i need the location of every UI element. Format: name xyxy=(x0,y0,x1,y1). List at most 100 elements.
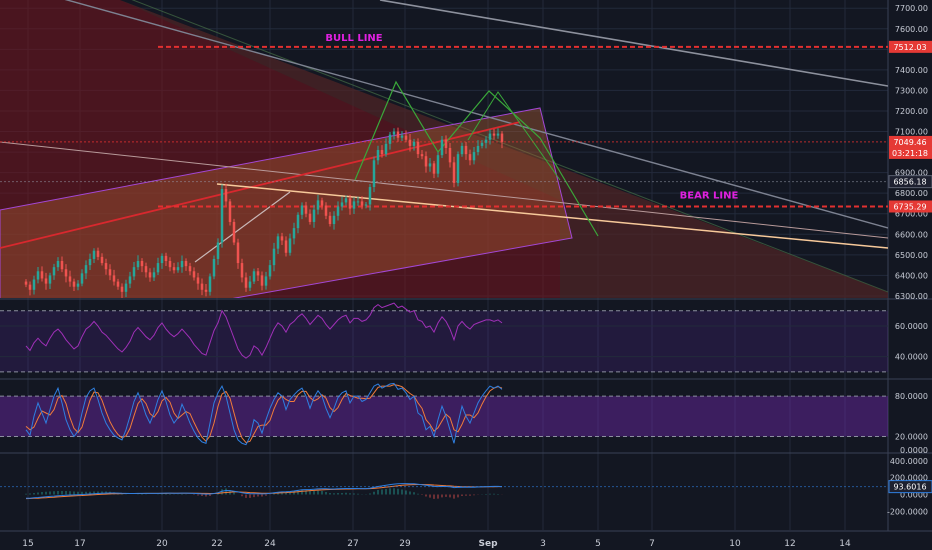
support-trendline xyxy=(216,183,888,249)
candle-body xyxy=(116,281,120,287)
candle-body xyxy=(40,271,44,279)
candle-body xyxy=(216,242,220,259)
stoch-tick-label: 20.0000 xyxy=(895,433,928,442)
price-tick-label: 7300.00 xyxy=(895,86,928,95)
candle-body xyxy=(176,267,180,271)
candle-body xyxy=(100,256,104,264)
candle-body xyxy=(368,187,372,205)
macd-tick-label: -200.0000 xyxy=(887,507,928,516)
candle-body xyxy=(292,228,296,239)
candle-body xyxy=(128,276,132,284)
x-tick-label: 22 xyxy=(211,539,222,549)
candle-body xyxy=(120,286,124,292)
candle-body xyxy=(472,152,476,161)
candle-body xyxy=(328,215,332,225)
green-wedge-fill xyxy=(120,0,888,298)
candle-body xyxy=(220,189,224,243)
candle-body xyxy=(448,147,452,163)
candle-body xyxy=(312,209,316,222)
candle-body xyxy=(352,201,356,209)
price-tick-label: 7100.00 xyxy=(895,128,928,137)
candle-body xyxy=(184,261,188,267)
price-badge-label: 03:21:18 xyxy=(892,149,928,158)
candle-body xyxy=(376,150,380,161)
candle-body xyxy=(36,271,40,280)
candle-body xyxy=(96,250,100,257)
candle-body xyxy=(364,204,368,206)
harmonic-pattern xyxy=(354,80,599,237)
candle-body xyxy=(164,255,168,262)
candle-body xyxy=(200,283,204,290)
x-tick-label: 7 xyxy=(649,539,655,549)
candle-body xyxy=(64,269,68,277)
candle-body xyxy=(228,201,232,222)
candle-body xyxy=(124,283,128,292)
macd-line xyxy=(25,483,503,499)
candle-body xyxy=(460,145,464,155)
candle-body xyxy=(172,267,176,271)
candle-body xyxy=(488,133,492,140)
macd-tick-label: 400.0000 xyxy=(890,457,928,466)
candle-body xyxy=(320,200,324,206)
x-tick-label: 17 xyxy=(74,539,85,549)
macd-panel[interactable] xyxy=(0,483,888,500)
axes: 6300.00 6400.00 6500.00 6600.00 6700.00 6800.… xyxy=(22,4,932,549)
x-tick-label: 20 xyxy=(156,539,168,549)
candle-body xyxy=(188,266,192,272)
candle-body xyxy=(424,156,428,167)
price-badge-label: 6856.18 xyxy=(893,178,926,187)
candle-body xyxy=(392,131,396,135)
candle-body xyxy=(44,278,48,284)
candle-body xyxy=(412,141,416,146)
candle-body xyxy=(204,289,208,292)
candle-body xyxy=(476,145,480,153)
candle-body xyxy=(288,238,292,253)
candle-body xyxy=(408,139,412,146)
price-badge xyxy=(889,135,932,148)
harmonic-pattern-2 xyxy=(467,91,561,181)
candle-body xyxy=(296,214,300,229)
candle-body xyxy=(300,205,304,215)
gray-trendline-top xyxy=(379,0,888,87)
candle-body xyxy=(456,154,460,183)
candle-body xyxy=(60,261,64,270)
price-badge xyxy=(889,40,932,53)
price-badge-label: 7512.03 xyxy=(893,43,926,52)
candle-body xyxy=(196,277,200,284)
stochastic-panel[interactable] xyxy=(0,382,888,446)
price-badge-label: 6735.29 xyxy=(893,202,926,211)
candle-body xyxy=(500,133,504,142)
candle-body xyxy=(104,263,108,270)
macd-tick-label: 200.0000 xyxy=(890,474,928,483)
price-tick-label: 6600.00 xyxy=(895,230,928,239)
candle-body xyxy=(276,236,280,249)
candle-body xyxy=(160,255,164,264)
pattern-upper-line xyxy=(131,0,888,293)
candle-body xyxy=(404,135,408,140)
candle-body xyxy=(268,265,272,277)
candle-body xyxy=(236,242,240,264)
price-tick-label: 7600.00 xyxy=(895,25,928,34)
candle-body xyxy=(360,201,364,206)
candle-body xyxy=(484,139,488,143)
price-tick-label: 6300.00 xyxy=(895,292,928,301)
candle-body xyxy=(388,134,392,144)
candle-body xyxy=(468,154,472,161)
candle-body xyxy=(84,265,88,274)
candle-body xyxy=(56,261,60,268)
candle-body xyxy=(272,248,276,266)
candle-body xyxy=(28,284,32,290)
candle-body xyxy=(92,250,96,259)
macd-badge-label: 93.6016 xyxy=(893,483,926,492)
candle-body xyxy=(492,133,496,136)
candle-body xyxy=(316,200,320,210)
candle-body xyxy=(324,205,328,216)
x-tick-label: 15 xyxy=(22,539,33,549)
price-tick-label: 6800.00 xyxy=(895,189,928,198)
candle-body xyxy=(356,201,360,203)
candle-body xyxy=(452,162,456,183)
rsi-panel[interactable] xyxy=(0,302,888,373)
price-tick-label: 6700.00 xyxy=(895,210,928,219)
price-panel[interactable]: BULL LINE BEAR LINE xyxy=(0,0,888,340)
